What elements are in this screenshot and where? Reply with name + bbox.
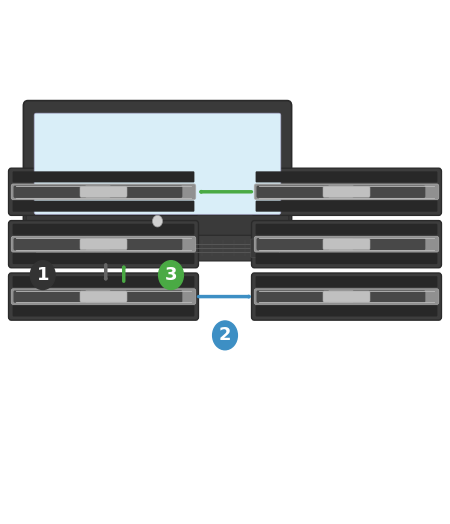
FancyBboxPatch shape xyxy=(254,236,439,252)
FancyBboxPatch shape xyxy=(80,291,127,302)
FancyBboxPatch shape xyxy=(323,238,370,250)
FancyBboxPatch shape xyxy=(256,171,437,182)
FancyBboxPatch shape xyxy=(256,201,437,212)
FancyBboxPatch shape xyxy=(254,289,439,304)
FancyBboxPatch shape xyxy=(11,236,196,252)
FancyBboxPatch shape xyxy=(109,238,182,250)
FancyBboxPatch shape xyxy=(252,273,441,320)
Circle shape xyxy=(31,261,55,289)
FancyBboxPatch shape xyxy=(13,253,194,264)
FancyBboxPatch shape xyxy=(256,238,329,250)
Circle shape xyxy=(159,261,183,289)
FancyBboxPatch shape xyxy=(13,171,194,182)
FancyBboxPatch shape xyxy=(9,273,198,320)
FancyBboxPatch shape xyxy=(252,168,441,215)
Circle shape xyxy=(213,321,237,350)
FancyBboxPatch shape xyxy=(109,290,182,303)
FancyBboxPatch shape xyxy=(256,276,437,287)
FancyBboxPatch shape xyxy=(31,235,284,261)
FancyBboxPatch shape xyxy=(256,305,437,316)
FancyBboxPatch shape xyxy=(352,185,425,198)
Circle shape xyxy=(153,215,162,227)
FancyBboxPatch shape xyxy=(14,238,86,250)
FancyBboxPatch shape xyxy=(11,289,196,304)
FancyBboxPatch shape xyxy=(109,185,182,198)
Polygon shape xyxy=(133,212,182,234)
Text: 2: 2 xyxy=(219,326,231,344)
FancyBboxPatch shape xyxy=(80,186,127,198)
FancyBboxPatch shape xyxy=(352,238,425,250)
FancyBboxPatch shape xyxy=(323,186,370,198)
FancyBboxPatch shape xyxy=(252,221,441,268)
FancyBboxPatch shape xyxy=(256,290,329,303)
FancyBboxPatch shape xyxy=(9,221,198,268)
Text: 3: 3 xyxy=(165,266,177,284)
FancyBboxPatch shape xyxy=(13,201,194,212)
Text: 1: 1 xyxy=(36,266,49,284)
FancyBboxPatch shape xyxy=(80,238,127,250)
Polygon shape xyxy=(94,234,220,239)
FancyBboxPatch shape xyxy=(254,184,439,200)
FancyBboxPatch shape xyxy=(14,185,86,198)
FancyBboxPatch shape xyxy=(256,224,437,235)
FancyBboxPatch shape xyxy=(13,224,194,235)
FancyBboxPatch shape xyxy=(14,290,86,303)
FancyBboxPatch shape xyxy=(9,168,198,215)
FancyBboxPatch shape xyxy=(352,290,425,303)
FancyBboxPatch shape xyxy=(13,305,194,316)
FancyBboxPatch shape xyxy=(34,113,281,214)
FancyBboxPatch shape xyxy=(323,291,370,302)
FancyBboxPatch shape xyxy=(256,253,437,264)
FancyBboxPatch shape xyxy=(13,276,194,287)
FancyBboxPatch shape xyxy=(23,101,292,227)
FancyBboxPatch shape xyxy=(37,239,50,248)
FancyBboxPatch shape xyxy=(256,185,329,198)
FancyBboxPatch shape xyxy=(11,184,196,200)
FancyBboxPatch shape xyxy=(251,239,279,257)
FancyBboxPatch shape xyxy=(26,215,289,238)
